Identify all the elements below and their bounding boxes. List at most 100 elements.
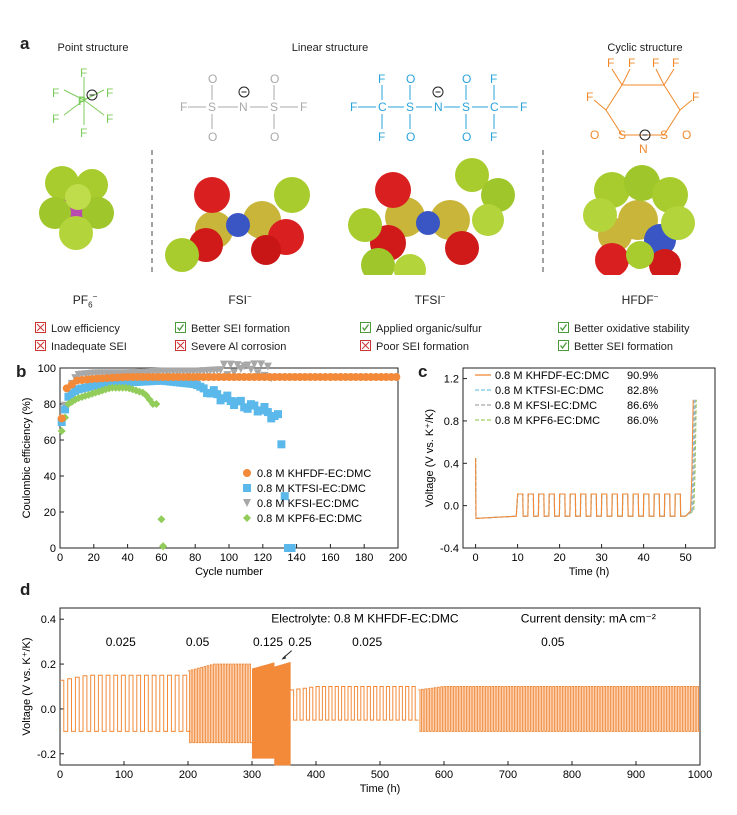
cross-box-icon bbox=[35, 322, 46, 333]
series-line bbox=[475, 399, 694, 519]
data-point bbox=[257, 360, 266, 369]
svg-text:F: F bbox=[586, 90, 593, 104]
voltage-trace bbox=[418, 686, 700, 732]
x-tick-label: 20 bbox=[88, 552, 100, 564]
svg-text:S: S bbox=[618, 128, 626, 142]
data-point bbox=[230, 368, 239, 377]
y-tick-label: 100 bbox=[38, 363, 56, 375]
svg-text:S: S bbox=[270, 100, 278, 114]
svg-text:P: P bbox=[78, 94, 86, 108]
y-tick-label: 80 bbox=[44, 399, 56, 411]
voltage-trace bbox=[251, 662, 275, 759]
fsi-space-filling-model bbox=[165, 177, 310, 272]
data-point bbox=[57, 414, 66, 423]
svg-text:S: S bbox=[208, 100, 216, 114]
x-tick-label: 0 bbox=[473, 552, 479, 564]
data-point bbox=[226, 397, 235, 406]
data-point bbox=[236, 396, 245, 405]
data-point bbox=[253, 369, 262, 378]
svg-text:N: N bbox=[239, 100, 248, 114]
anion-name-pf6: PF6− bbox=[72, 292, 98, 310]
y-tick-label: 1.2 bbox=[444, 374, 459, 386]
y-axis-label: Coulombic efficiency (%) bbox=[21, 398, 33, 519]
voltage-trace bbox=[274, 662, 291, 766]
voltage-trace bbox=[188, 663, 252, 744]
legend-label: 0.8 M KFSI-EC:DMC bbox=[257, 498, 359, 510]
svg-text:F: F bbox=[490, 72, 497, 86]
legend-value: 90.9% bbox=[627, 370, 658, 382]
pf6-space-filling-model bbox=[39, 166, 114, 250]
current-density-label: 0.05 bbox=[186, 635, 210, 649]
current-density-label: 0.05 bbox=[541, 635, 565, 649]
svg-text:O: O bbox=[682, 128, 691, 142]
check-box-icon bbox=[360, 322, 371, 333]
legend-label: 0.8 M KFSI-EC:DMC bbox=[495, 400, 597, 412]
panel-b-label: b bbox=[16, 362, 27, 381]
fsi-skeletal-formula: F S N S F O O O O bbox=[180, 72, 307, 144]
x-tick-label: 60 bbox=[155, 552, 167, 564]
x-tick-label: 200 bbox=[179, 769, 197, 781]
anion-name-hfdf: HFDF− bbox=[621, 292, 659, 307]
x-tick-label: 20 bbox=[553, 552, 565, 564]
x-tick-label: 600 bbox=[435, 769, 453, 781]
x-tick-label: 160 bbox=[321, 552, 339, 564]
svg-text:F: F bbox=[52, 112, 59, 126]
svg-text:F: F bbox=[378, 72, 385, 86]
note-fsi-1: Better SEI formation bbox=[175, 322, 290, 335]
y-axis-label: Voltage (V vs. K⁺/K) bbox=[424, 409, 436, 507]
check-box-icon bbox=[175, 322, 186, 333]
legend-label: 0.8 M KTFSI-EC:DMC bbox=[257, 483, 366, 495]
voltage-trace bbox=[290, 686, 419, 721]
data-point bbox=[274, 410, 283, 419]
svg-text:F: F bbox=[80, 66, 87, 80]
x-tick-label: 30 bbox=[595, 552, 607, 564]
cross-box-icon bbox=[360, 340, 371, 351]
note-pf6-1: Low efficiency bbox=[35, 322, 120, 335]
svg-text:O: O bbox=[208, 130, 217, 144]
x-tick-label: 100 bbox=[115, 769, 133, 781]
x-tick-label: 300 bbox=[243, 769, 261, 781]
x-tick-label: 800 bbox=[563, 769, 581, 781]
svg-text:N: N bbox=[639, 142, 648, 156]
note-fsi-2: Severe Al corrosion bbox=[175, 340, 286, 353]
data-point bbox=[94, 387, 103, 396]
svg-text:O: O bbox=[462, 130, 471, 144]
y-tick-label: -0.2 bbox=[37, 749, 56, 761]
data-point bbox=[74, 394, 83, 403]
svg-text:F: F bbox=[106, 86, 113, 100]
x-tick-label: 80 bbox=[189, 552, 201, 564]
panel-c-label: c bbox=[418, 362, 428, 381]
legend-value: 86.6% bbox=[627, 400, 658, 412]
arrow-head-icon bbox=[281, 655, 286, 660]
data-point bbox=[88, 389, 97, 398]
legend-label: 0.8 M KPF6-EC:DMC bbox=[257, 513, 362, 525]
chart-coulombic-efficiency: 0 20 40 60 80 100 120 140 160 180 200 0 20 40 60 80 100 C… bbox=[21, 360, 407, 578]
data-point bbox=[135, 387, 144, 396]
panel-a-label: a bbox=[20, 34, 30, 53]
y-tick-label: 40 bbox=[44, 471, 56, 483]
svg-text:N: N bbox=[434, 100, 443, 114]
y-tick-label: -0.4 bbox=[440, 543, 459, 555]
data-point bbox=[199, 384, 208, 393]
x-tick-label: 900 bbox=[627, 769, 645, 781]
data-point bbox=[71, 395, 80, 404]
hfdf-space-filling-model bbox=[583, 165, 695, 275]
svg-text:F: F bbox=[652, 56, 659, 70]
electrolyte-annotation: Electrolyte: 0.8 M KHFDF-EC:DMC bbox=[271, 612, 459, 626]
y-tick-label: 20 bbox=[44, 507, 56, 519]
x-tick-label: 40 bbox=[637, 552, 649, 564]
data-point bbox=[263, 408, 272, 417]
data-point bbox=[260, 403, 269, 412]
cross-box-icon bbox=[35, 340, 46, 351]
legend-marker bbox=[243, 499, 251, 507]
current-density-label: 0.125 bbox=[253, 635, 283, 649]
svg-text:F: F bbox=[520, 100, 527, 114]
data-point bbox=[209, 386, 218, 395]
current-density-label: 0.025 bbox=[106, 635, 136, 649]
data-point bbox=[213, 390, 222, 399]
svg-text:O: O bbox=[270, 72, 279, 86]
svg-text:O: O bbox=[208, 72, 217, 86]
